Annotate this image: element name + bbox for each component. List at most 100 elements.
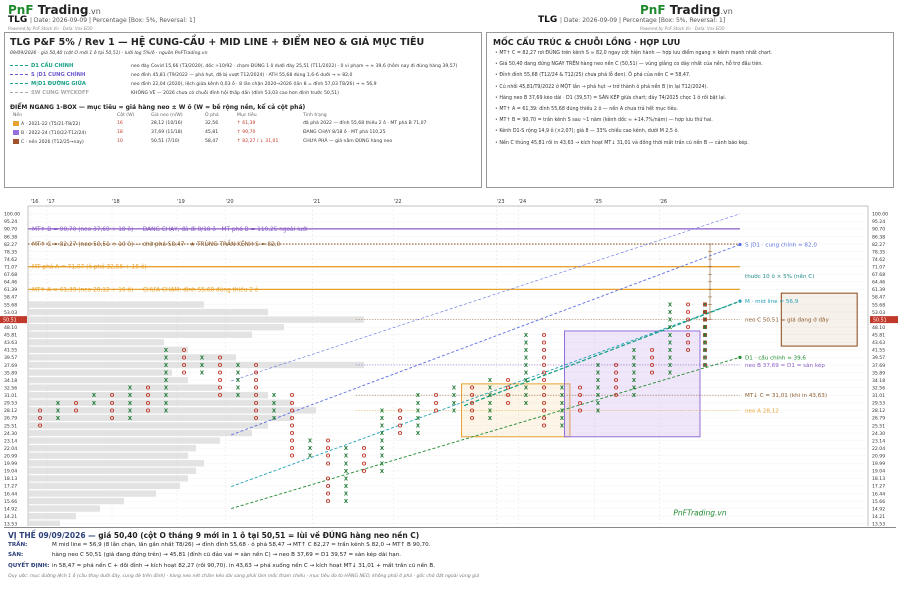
pnf-o-box: O [290, 454, 295, 460]
pnf-o-box: O [614, 371, 619, 377]
pnf-o-box: O [703, 318, 708, 324]
watermark: PnFTrading.vn [673, 509, 726, 518]
pnf-o-box: O [434, 401, 439, 407]
pnf-x-box: X [308, 454, 313, 460]
volume-profile-bar [28, 324, 284, 331]
pnf-o-box: O [182, 355, 187, 361]
pnf-x-box: X [703, 348, 708, 354]
price-tick-left: 39.57 [4, 355, 17, 361]
price-tick-right: 23.14 [872, 438, 885, 444]
pnf-o-box: O [703, 303, 708, 309]
pnf-o-box: O [542, 333, 547, 339]
target-line-label: MT↑ C = 82,27 (neo 50,51 + 10 ô) — chờ p… [32, 240, 281, 248]
pnf-o-box: O [703, 325, 708, 331]
price-tick-left: 34.18 [4, 378, 17, 384]
mid-line-thick [464, 300, 741, 407]
pnf-x-box: X [56, 401, 61, 407]
pnf-o-box: O [38, 416, 43, 422]
pnf-x-box: X [596, 393, 601, 399]
base-color-swatch [13, 139, 19, 144]
pnf-o-box: O [686, 325, 691, 331]
pnf-x-box: X [596, 378, 601, 384]
price-tick-right: 71.07 [872, 265, 885, 271]
base-table-header: Tình trạng [303, 113, 327, 118]
pnf-o-box: O [578, 393, 583, 399]
pnf-o-box: O [542, 408, 547, 414]
pnf-x-box: X [703, 325, 708, 331]
price-tick-left: 55.68 [4, 302, 17, 308]
symbol-left: TLG [8, 15, 28, 25]
structure-title: MỐC CẤU TRÚC & CHUỖI LỒNG · HỢP LƯU [493, 38, 681, 47]
price-tick-right: 67.68 [872, 272, 885, 278]
base-table-header: Mục tiêu [237, 113, 257, 118]
legend-desc: neo đỉnh 22,04 (2020), lệch giữa kênh 0,… [131, 82, 377, 87]
price-tick-right: 14.21 [872, 514, 885, 520]
pnf-o-box: O [290, 401, 295, 407]
price-tick-left: 41.55 [4, 348, 17, 354]
volume-profile-bar [28, 301, 204, 308]
pnf-x-box: X [200, 355, 205, 361]
price-tick-right: 41.55 [872, 348, 885, 354]
pnf-o-box: O [686, 303, 691, 309]
bullet-icon: • [495, 118, 500, 124]
pnf-o-box: O [542, 371, 547, 377]
pnf-o-box: O [362, 469, 367, 475]
legend-label: M|D1 ĐƯỜNG GIỮA [31, 81, 86, 87]
pnf-o-box: O [614, 393, 619, 399]
pnf-x-box: X [668, 340, 673, 346]
pnf-x-box: X [524, 333, 529, 339]
price-tick-right: 29.53 [872, 401, 885, 407]
price-tick-left: 26.79 [4, 416, 17, 422]
channel-label: S |D1 · cung chính ≈ 82,0 [745, 242, 817, 249]
logo-left: PnF Trading.vn [8, 3, 101, 17]
price-tick-left: 100.00 [4, 212, 20, 218]
price-tick-right: 78.35 [872, 249, 885, 255]
pnf-o-box: O [614, 386, 619, 392]
base-table-header: Ô phá [205, 113, 219, 118]
structure-item-text: Kênh D1-S rộng 14,9 ô (×2,07); giá 8 — 3… [499, 129, 679, 135]
pnf-o-box: O [254, 386, 259, 392]
pnf-o-box: O [326, 492, 331, 498]
pnf-x-box: X [668, 355, 673, 361]
pnf-o-box: O [326, 446, 331, 452]
base-row-cell: 58,47 [205, 139, 219, 144]
pnf-x-box: X [416, 416, 421, 422]
volume-profile-bar [28, 429, 252, 437]
pnf-o-box: O [506, 401, 511, 407]
bullet-icon: • [495, 84, 500, 90]
price-tick-right: 43.63 [872, 340, 885, 346]
structure-item-text: Hàng neo B 37,69 kèo dài · D1 (39,57) = … [499, 95, 727, 101]
price-tick-left: 35.89 [4, 370, 17, 376]
pnf-x-box: X [200, 371, 205, 377]
pnf-x-box: X [596, 386, 601, 392]
header-info-left: | Date: 2026-09-09 | Percentage [Box: 5%… [30, 17, 196, 24]
volume-profile-bar [28, 361, 364, 369]
structure-item-text: Giá 50,40 đang đứng NGAY TRÊN hàng neo n… [499, 62, 763, 68]
price-tick-right: 37.69 [872, 363, 885, 369]
pnf-x-box: X [703, 333, 708, 339]
base-name: C · nền 2026 (T12/25→nay) [21, 140, 84, 145]
pnf-x-box: X [703, 318, 708, 324]
pnf-o-box: O [398, 431, 403, 437]
pnf-x-box: X [272, 393, 277, 399]
volume-profile-bar [28, 316, 364, 323]
price-tick-left: 25.51 [4, 423, 17, 429]
volume-profile-bar [28, 482, 180, 490]
pnf-o-box: O [703, 310, 708, 316]
structure-item: • Nền C thủng 45,81 rồi in 43,63 → kích … [495, 141, 749, 146]
bottom-row-label: SÀN: [8, 552, 24, 559]
pnf-x-box: X [632, 363, 637, 369]
pnf-o-box: O [146, 401, 151, 407]
pnf-o-box: O [703, 318, 708, 324]
structure-list: • MT↑ C = 82,27 rơi ĐÚNG trên kênh S ≈ 8… [495, 51, 891, 186]
pnf-x-box: X [668, 333, 673, 339]
current-price-right: 50.51 [873, 317, 887, 323]
pnf-o-box: O [703, 363, 708, 369]
structure-item: • Giá 50,40 đang đứng NGAY TRÊN hàng neo… [495, 62, 763, 67]
volume-profile-bar [28, 452, 188, 459]
price-tick-right: 100.00 [872, 212, 888, 218]
pnf-x-box: X [703, 318, 708, 324]
pnf-o-box: O [254, 416, 259, 422]
price-tick-left: 13.53 [4, 522, 17, 526]
bottom-note: Quy ước: mục đường lệch 1 ô (cầu thay dư… [8, 574, 480, 579]
